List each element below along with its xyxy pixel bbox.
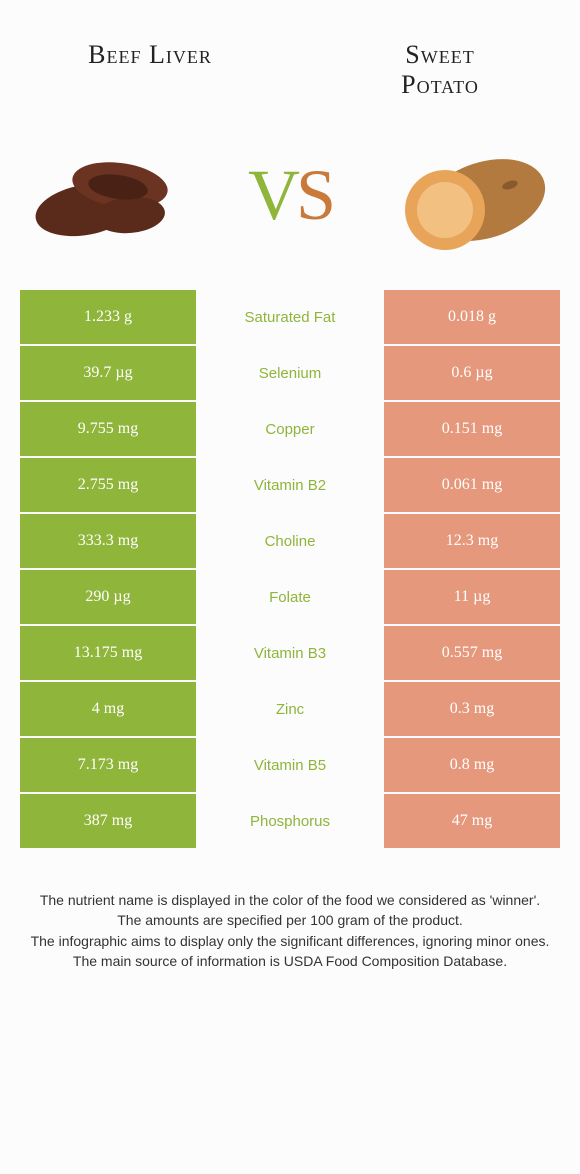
value-right: 0.557 mg [384, 626, 560, 680]
value-left: 333.3 mg [20, 514, 196, 568]
value-left: 39.7 µg [20, 346, 196, 400]
value-right: 0.061 mg [384, 458, 560, 512]
food-title-right: Sweet Potato [350, 40, 530, 100]
nutrient-label: Vitamin B3 [196, 626, 384, 680]
value-right: 11 µg [384, 570, 560, 624]
nutrient-label: Selenium [196, 346, 384, 400]
value-left: 7.173 mg [20, 738, 196, 792]
footer-notes: The nutrient name is displayed in the co… [0, 850, 580, 971]
value-left: 290 µg [20, 570, 196, 624]
nutrient-label: Saturated Fat [196, 290, 384, 344]
footer-line: The amounts are specified per 100 gram o… [30, 910, 550, 930]
table-row: 9.755 mgCopper0.151 mg [20, 402, 560, 456]
image-row: VS [0, 110, 580, 290]
value-right: 0.3 mg [384, 682, 560, 736]
vs-v: V [248, 155, 296, 235]
value-right: 0.018 g [384, 290, 560, 344]
vs-s: S [296, 155, 332, 235]
table-row: 7.173 mgVitamin B50.8 mg [20, 738, 560, 792]
beef-liver-image [30, 130, 190, 260]
nutrient-label: Phosphorus [196, 794, 384, 848]
nutrient-label: Choline [196, 514, 384, 568]
table-row: 39.7 µgSelenium0.6 µg [20, 346, 560, 400]
nutrient-label: Zinc [196, 682, 384, 736]
footer-line: The main source of information is USDA F… [30, 951, 550, 971]
value-left: 9.755 mg [20, 402, 196, 456]
nutrient-label: Copper [196, 402, 384, 456]
value-left: 4 mg [20, 682, 196, 736]
value-right: 0.151 mg [384, 402, 560, 456]
table-row: 333.3 mgCholine12.3 mg [20, 514, 560, 568]
nutrient-label: Vitamin B2 [196, 458, 384, 512]
value-right: 47 mg [384, 794, 560, 848]
nutrient-label: Folate [196, 570, 384, 624]
vs-label: VS [248, 154, 332, 237]
footer-line: The infographic aims to display only the… [30, 931, 550, 951]
value-right: 0.6 µg [384, 346, 560, 400]
footer-line: The nutrient name is displayed in the co… [30, 890, 550, 910]
value-left: 1.233 g [20, 290, 196, 344]
table-row: 4 mgZinc0.3 mg [20, 682, 560, 736]
header: Beef Liver Sweet Potato [0, 0, 580, 110]
value-left: 2.755 mg [20, 458, 196, 512]
table-row: 2.755 mgVitamin B20.061 mg [20, 458, 560, 512]
nutrient-label: Vitamin B5 [196, 738, 384, 792]
value-left: 387 mg [20, 794, 196, 848]
table-row: 1.233 gSaturated Fat0.018 g [20, 290, 560, 344]
value-right: 0.8 mg [384, 738, 560, 792]
value-right: 12.3 mg [384, 514, 560, 568]
table-row: 290 µgFolate11 µg [20, 570, 560, 624]
table-row: 387 mgPhosphorus47 mg [20, 794, 560, 848]
food-title-left: Beef Liver [50, 40, 250, 100]
value-left: 13.175 mg [20, 626, 196, 680]
table-row: 13.175 mgVitamin B30.557 mg [20, 626, 560, 680]
nutrient-table: 1.233 gSaturated Fat0.018 g39.7 µgSeleni… [0, 290, 580, 848]
sweet-potato-image [390, 130, 550, 260]
